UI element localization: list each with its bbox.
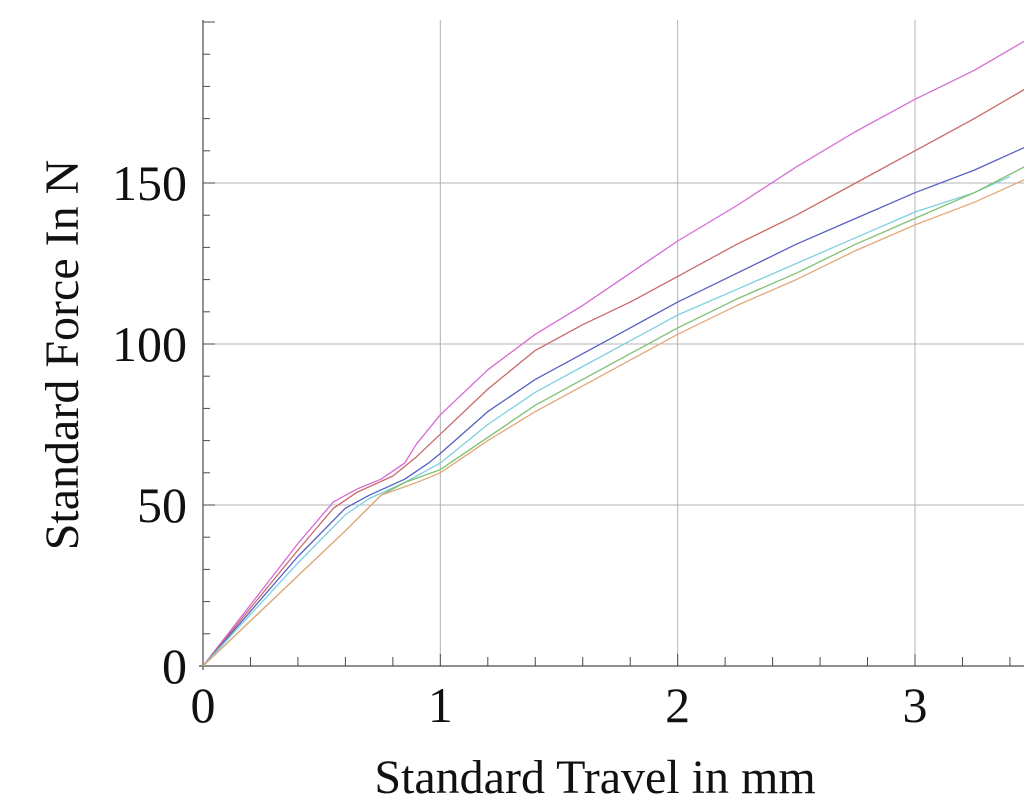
y-tick-label: 150 bbox=[112, 155, 187, 211]
minor-tick-layer bbox=[203, 21, 1011, 666]
x-tick-label: 3 bbox=[903, 677, 928, 733]
y-tick-label: 50 bbox=[137, 477, 187, 533]
series-line-2 bbox=[202, 89, 1024, 667]
series-line-5 bbox=[202, 166, 1024, 667]
x-tick-label: 2 bbox=[665, 677, 690, 733]
x-tick-label: 1 bbox=[428, 677, 453, 733]
y-tick-label: 0 bbox=[162, 638, 187, 694]
series-line-4 bbox=[202, 176, 1011, 667]
x-tick-label-layer: 0 1 2 3 bbox=[191, 677, 928, 733]
x-axis-label: Standard Travel in mm bbox=[374, 751, 815, 803]
y-tick-label-layer: 0 50 100 150 bbox=[112, 155, 187, 694]
series-line-6 bbox=[202, 179, 1024, 667]
y-axis-label: Standard Force In N bbox=[36, 160, 89, 551]
series-line-1 bbox=[202, 40, 1024, 667]
axis-layer bbox=[199, 20, 1024, 670]
series-layer bbox=[202, 40, 1024, 667]
x-tick-label: 0 bbox=[191, 677, 216, 733]
y-tick-label: 100 bbox=[112, 316, 187, 372]
grid-layer bbox=[203, 20, 1024, 666]
series-line-3 bbox=[202, 147, 1024, 667]
